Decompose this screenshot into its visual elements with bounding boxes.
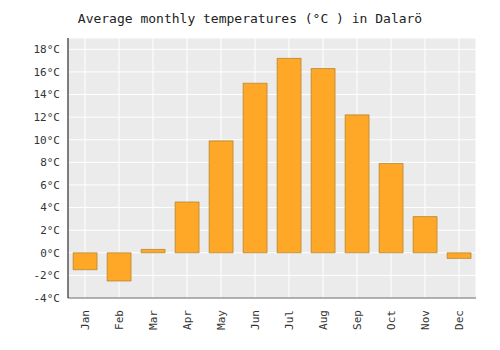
svg-text:6°C: 6°C (40, 179, 60, 192)
svg-text:16°C: 16°C (34, 66, 61, 79)
svg-text:-2°C: -2°C (34, 269, 61, 282)
svg-text:8°C: 8°C (40, 156, 60, 169)
svg-text:10°C: 10°C (34, 134, 61, 147)
svg-text:Dec: Dec (453, 310, 466, 330)
svg-text:Oct: Oct (385, 310, 398, 330)
html-text:Average monthly temperatures (: Average monthly temperatures (°C ) in Da… (77, 11, 423, 26)
svg-text:Apr: Apr (181, 310, 194, 330)
svg-text:May: May (215, 310, 228, 330)
svg-text:Jun: Jun (249, 310, 262, 330)
svg-text:-4°C: -4°C (34, 292, 61, 305)
svg-text:Nov: Nov (419, 310, 432, 330)
svg-text:14°C: 14°C (34, 88, 61, 101)
svg-text:18°C: 18°C (34, 43, 61, 56)
svg-text:Jul: Jul (283, 310, 296, 330)
svg-text:Aug: Aug (317, 310, 330, 330)
svg-text:0°C: 0°C (40, 247, 60, 260)
svg-text:Feb: Feb (113, 310, 126, 330)
svg-text:Sep: Sep (351, 310, 364, 330)
svg-text:2°C: 2°C (40, 224, 60, 237)
svg-text:Mar: Mar (147, 310, 160, 330)
svg-text:12°C: 12°C (34, 111, 61, 124)
svg-text:4°C: 4°C (40, 201, 60, 214)
svg-text:Jan: Jan (79, 310, 92, 330)
